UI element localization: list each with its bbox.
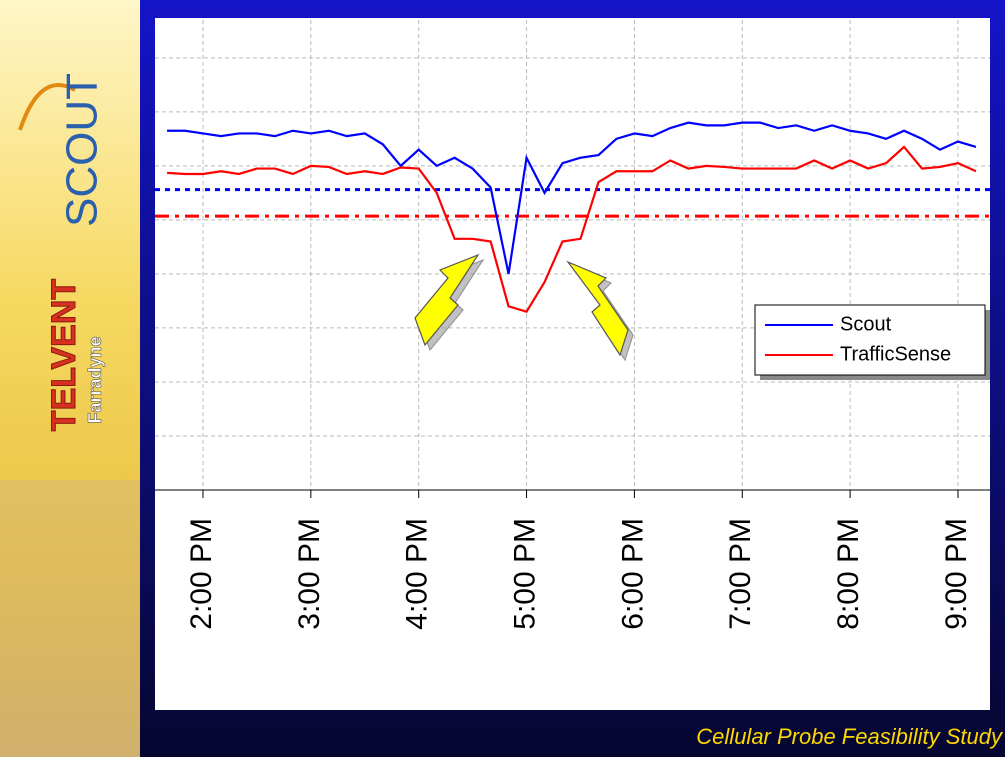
company: TELVENT: [45, 279, 83, 432]
x-tick-label: 2:00 PM: [185, 518, 218, 630]
footer: Cellular Probe Feasibility Study: [696, 724, 1004, 749]
x-tick-label: 3:00 PM: [293, 518, 326, 630]
logo: SCOUT: [58, 73, 107, 227]
division: Farradyne: [85, 336, 105, 423]
x-tick-label: 7:00 PM: [724, 518, 757, 630]
x-tick-label: 8:00 PM: [832, 518, 865, 630]
legend-label: Scout: [840, 313, 892, 335]
x-tick-label: 4:00 PM: [401, 518, 434, 630]
traffic-photo: [0, 480, 140, 757]
x-tick-label: 9:00 PM: [940, 518, 973, 630]
x-tick-label: 5:00 PM: [508, 518, 541, 630]
page: SCOUT TELVENT Farradyne 2:00 PM 3:00 PM 4:…: [0, 0, 1005, 757]
legend-label: TrafficSense: [840, 343, 951, 365]
legend: Scout TrafficSense: [755, 305, 990, 380]
x-tick-label: 6:00 PM: [616, 518, 649, 630]
slide: SCOUT TELVENT Farradyne 2:00 PM 3:00 PM 4:…: [0, 0, 1005, 757]
